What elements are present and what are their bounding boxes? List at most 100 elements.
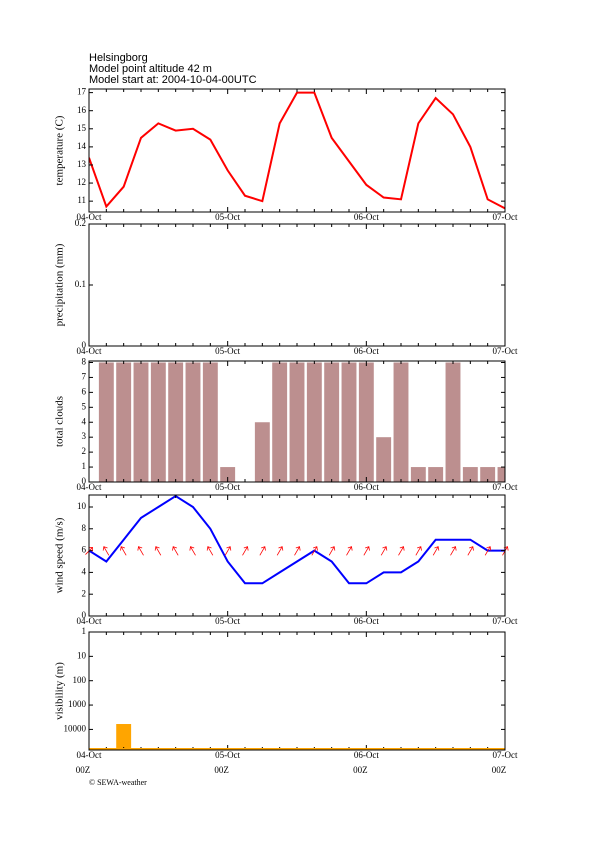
x-tick-label: 04-Oct bbox=[77, 212, 102, 222]
x-tick-label: 05-Oct bbox=[215, 346, 240, 356]
wind-arrow bbox=[415, 546, 422, 556]
wind-arrow bbox=[137, 546, 144, 556]
wind-arrow bbox=[432, 546, 440, 556]
wind-arrow bbox=[172, 546, 179, 556]
y-axis-label: precipitation (mm) bbox=[54, 243, 66, 326]
wind-arrow bbox=[294, 546, 301, 556]
wind-arrow bbox=[328, 546, 336, 556]
x-tick-label: 04-Oct bbox=[77, 616, 102, 626]
y-tick-label: 15 bbox=[77, 123, 87, 133]
bar bbox=[480, 467, 496, 482]
bar bbox=[445, 362, 461, 482]
y-tick-label: 6 bbox=[82, 545, 87, 555]
y-tick-label: 0.1 bbox=[75, 279, 86, 289]
bar bbox=[497, 467, 505, 482]
y-tick-label: 14 bbox=[77, 141, 87, 151]
x-tick-label: 06-Oct bbox=[354, 482, 379, 492]
x-tick-label: 05-Oct bbox=[215, 616, 240, 626]
wind-arrow bbox=[398, 546, 405, 556]
x-tick-label: 07-Oct bbox=[493, 482, 518, 492]
y-tick-label: 3 bbox=[82, 431, 87, 441]
wind-arrow bbox=[467, 546, 474, 556]
x-tick-label: 04-Oct bbox=[77, 482, 102, 492]
x-sub-label: 00Z bbox=[76, 765, 91, 775]
bar bbox=[341, 362, 357, 482]
y-tick-label: 10000 bbox=[64, 723, 87, 733]
wind-arrow bbox=[346, 546, 353, 556]
bar bbox=[116, 724, 132, 750]
y-tick-label: 0 bbox=[82, 340, 87, 350]
y-axis-label: total clouds bbox=[54, 396, 66, 447]
bar bbox=[98, 362, 114, 482]
wind-arrow bbox=[380, 546, 388, 556]
bar bbox=[428, 467, 444, 482]
x-tick-label: 06-Oct bbox=[354, 212, 379, 222]
y-tick-label: 100 bbox=[73, 675, 87, 685]
bar bbox=[202, 362, 218, 482]
wind-arrow bbox=[120, 546, 127, 556]
x-tick-label: 04-Oct bbox=[77, 750, 102, 760]
wind-arrow bbox=[311, 546, 318, 556]
wind-arrow bbox=[154, 546, 162, 556]
header-line: Helsingborg bbox=[89, 52, 148, 64]
bar bbox=[306, 362, 322, 482]
header-line: Model start at: 2004-10-04-00UTC bbox=[89, 74, 257, 86]
x-tick-label: 06-Oct bbox=[354, 750, 379, 760]
plot bbox=[98, 362, 505, 482]
bar bbox=[220, 467, 236, 482]
line bbox=[89, 91, 505, 210]
x-sub-label: 00Z bbox=[353, 765, 368, 775]
wind-arrow bbox=[224, 546, 232, 556]
wind-arrow bbox=[450, 546, 457, 556]
y-tick-label: 8 bbox=[82, 523, 87, 533]
x-tick-label: 05-Oct bbox=[215, 212, 240, 222]
plot-frame bbox=[88, 223, 506, 347]
y-tick-label: 1000 bbox=[68, 699, 87, 709]
y-tick-label: 10 bbox=[77, 501, 87, 511]
x-tick-label: 07-Oct bbox=[493, 346, 518, 356]
plot-frame bbox=[88, 360, 506, 483]
y-tick-label: 1 bbox=[82, 626, 87, 636]
bar bbox=[393, 362, 409, 482]
y-axis-label: temperature (C) bbox=[54, 115, 66, 185]
bar bbox=[150, 362, 166, 482]
x-tick-label: 04-Oct bbox=[77, 346, 102, 356]
bar bbox=[462, 467, 478, 482]
y-tick-label: 16 bbox=[77, 105, 87, 115]
y-tick-label: 2 bbox=[82, 446, 87, 456]
wind-arrow bbox=[242, 546, 249, 556]
y-tick-label: 1 bbox=[82, 461, 87, 471]
footer: © SEWA-weather bbox=[89, 778, 147, 787]
y-tick-label: 6 bbox=[82, 386, 87, 396]
x-tick-label: 05-Oct bbox=[215, 750, 240, 760]
y-tick-label: 8 bbox=[82, 357, 87, 367]
x-tick-label: 07-Oct bbox=[493, 616, 518, 626]
line bbox=[89, 495, 505, 585]
y-tick-label: 4 bbox=[82, 416, 87, 426]
bar bbox=[289, 362, 305, 482]
x-tick-label: 06-Oct bbox=[354, 346, 379, 356]
bar bbox=[116, 362, 132, 482]
bar bbox=[410, 467, 426, 482]
wind-arrow bbox=[259, 546, 266, 556]
bar bbox=[133, 362, 149, 482]
wind-arrow bbox=[484, 546, 492, 556]
plot-frame bbox=[88, 631, 506, 751]
bar bbox=[168, 362, 184, 482]
plot bbox=[89, 91, 505, 210]
plot bbox=[89, 495, 505, 585]
y-tick-label: 2 bbox=[82, 588, 87, 598]
y-tick-label: 11 bbox=[77, 195, 86, 205]
plot bbox=[116, 724, 132, 750]
y-tick-label: 13 bbox=[77, 159, 87, 169]
plot-frame bbox=[88, 494, 506, 617]
y-tick-label: 0 bbox=[82, 610, 87, 620]
bar bbox=[324, 362, 340, 482]
wind-arrow bbox=[189, 546, 196, 556]
x-tick-label: 06-Oct bbox=[354, 616, 379, 626]
header-line: Model point altitude 42 m bbox=[89, 63, 212, 75]
bar bbox=[254, 422, 270, 482]
y-tick-label: 0 bbox=[82, 476, 87, 486]
